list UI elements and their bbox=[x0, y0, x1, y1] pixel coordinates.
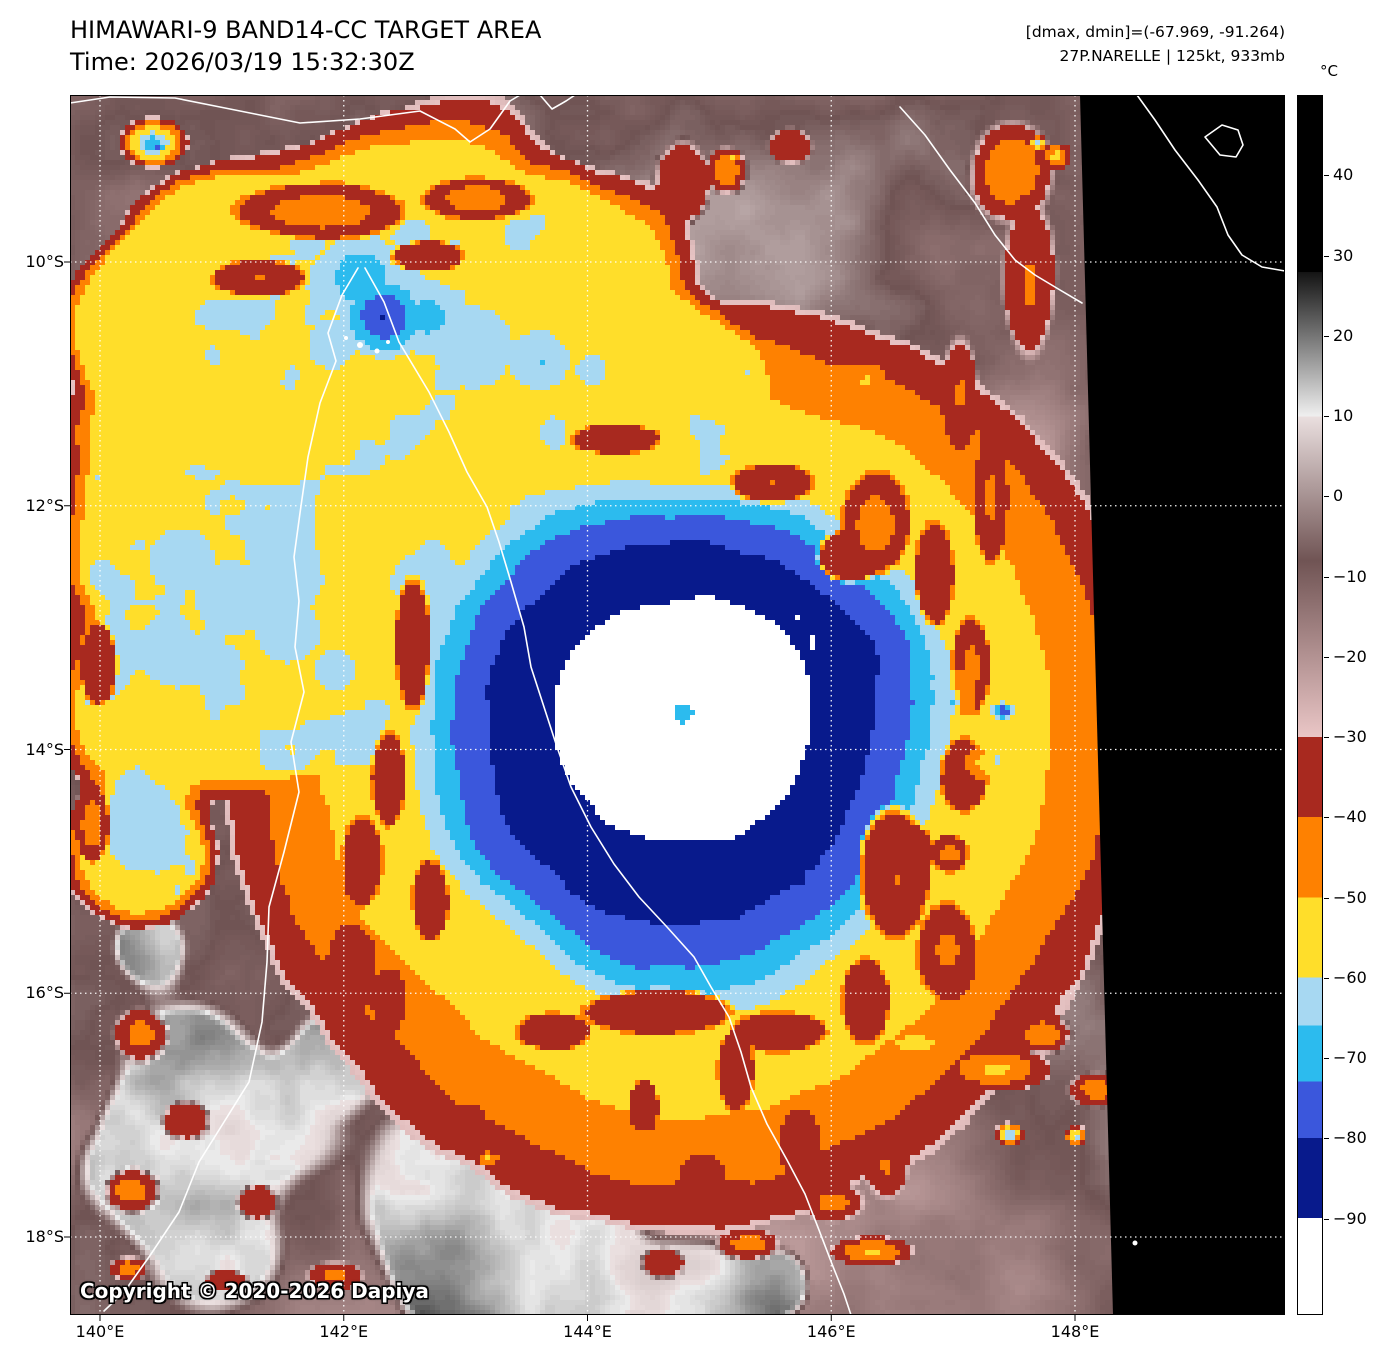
coastline bbox=[899, 106, 1083, 304]
x-axis-label: 144°E bbox=[563, 1322, 612, 1341]
colorbar-tick-label: 20 bbox=[1333, 325, 1354, 345]
x-axis-label: 140°E bbox=[75, 1322, 125, 1341]
colorbar-tick-mark bbox=[1324, 175, 1329, 177]
colorbar-tick-mark bbox=[1324, 576, 1329, 578]
dmax-dmin-label: [dmax, dmin]=(-67.969, -91.264) bbox=[1025, 23, 1285, 41]
gridlines bbox=[70, 95, 1285, 1315]
island bbox=[344, 336, 348, 340]
colorbar-tick-label: −80 bbox=[1333, 1128, 1367, 1148]
island bbox=[1132, 1240, 1138, 1246]
satellite-plot-area: Copyright © 2020-2026 Dapiya bbox=[64, 94, 1286, 1321]
colorbar-tick-mark bbox=[1324, 977, 1329, 979]
x-axis-label: 142°E bbox=[319, 1322, 369, 1341]
islands bbox=[344, 336, 1138, 1246]
y-axis-label: 12°S bbox=[25, 495, 64, 515]
no-data-region bbox=[1080, 95, 1285, 1315]
colorbar-tick-label: −10 bbox=[1333, 566, 1367, 586]
colorbar-unit-label: °C bbox=[1320, 62, 1338, 80]
colorbar-tick-mark bbox=[1324, 737, 1329, 739]
coastlines bbox=[69, 94, 1286, 1316]
coastline bbox=[1204, 124, 1244, 158]
colorbar-tick-mark bbox=[1324, 416, 1329, 418]
y-axis-label: 10°S bbox=[25, 252, 64, 271]
colorbar-tick-label: −50 bbox=[1333, 887, 1367, 907]
coastline bbox=[364, 267, 852, 1316]
colorbar-tick-label: −90 bbox=[1333, 1208, 1367, 1228]
figure-title: HIMAWARI-9 BAND14-CC TARGET AREA bbox=[70, 16, 542, 44]
colorbar-tick-mark bbox=[1324, 335, 1329, 337]
colorbar-tick-label: −30 bbox=[1333, 727, 1367, 747]
coastline bbox=[539, 94, 576, 110]
coastline bbox=[1136, 94, 1286, 272]
colorbar-tick-label: −20 bbox=[1333, 646, 1367, 666]
map-overlay bbox=[64, 94, 1286, 1321]
y-axis-label: 14°S bbox=[25, 739, 64, 759]
colorbar-tick-mark bbox=[1324, 817, 1329, 819]
colorbar-tick-label: 0 bbox=[1333, 486, 1344, 506]
colorbar-tick-mark bbox=[1324, 1058, 1329, 1060]
colorbar-tick-mark bbox=[1324, 255, 1329, 257]
colorbar-tick-label: 10 bbox=[1333, 406, 1354, 426]
colorbar-tick-label: 40 bbox=[1333, 165, 1354, 185]
x-axis-label: 148°E bbox=[1050, 1322, 1100, 1341]
no-data-swath bbox=[1080, 95, 1285, 1315]
colorbar-tick-label: −60 bbox=[1333, 967, 1367, 987]
colorbar-tick-label: −70 bbox=[1333, 1048, 1367, 1068]
figure-title-block: HIMAWARI-9 BAND14-CC TARGET AREA Time: 2… bbox=[70, 14, 541, 78]
colorbar-tick-mark bbox=[1324, 496, 1329, 498]
storm-info-label: 27P.NARELLE | 125kt, 933mb bbox=[1059, 47, 1286, 65]
colorbar-tick-label: −40 bbox=[1333, 807, 1367, 827]
axis-tick-marks bbox=[64, 261, 1076, 1321]
satellite-image-canvas bbox=[70, 95, 1285, 1315]
island bbox=[374, 348, 380, 354]
y-axis-label: 18°S bbox=[25, 1227, 64, 1246]
annotation-block: [dmax, dmin]=(-67.969, -91.264) 27P.NARE… bbox=[1026, 20, 1285, 68]
plot-border bbox=[70, 95, 1285, 1315]
plot-frame bbox=[70, 95, 1285, 1315]
colorbar-tick-mark bbox=[1324, 1138, 1329, 1140]
colorbar-tick-label: 30 bbox=[1333, 245, 1354, 265]
coastline bbox=[69, 94, 521, 143]
copyright-label: Copyright © 2020-2026 Dapiya bbox=[80, 1279, 429, 1303]
time-label: Time: 2026/03/19 15:32:30Z bbox=[70, 48, 415, 76]
x-axis-label: 146°E bbox=[806, 1322, 856, 1341]
colorbar-tick-mark bbox=[1324, 656, 1329, 658]
colorbar-tick-mark bbox=[1324, 1218, 1329, 1220]
y-axis-label: 16°S bbox=[25, 983, 64, 1003]
colorbar bbox=[1297, 95, 1323, 1315]
island bbox=[386, 340, 390, 344]
island bbox=[357, 342, 363, 348]
colorbar-tick-mark bbox=[1324, 897, 1329, 899]
coastline bbox=[103, 267, 359, 1312]
